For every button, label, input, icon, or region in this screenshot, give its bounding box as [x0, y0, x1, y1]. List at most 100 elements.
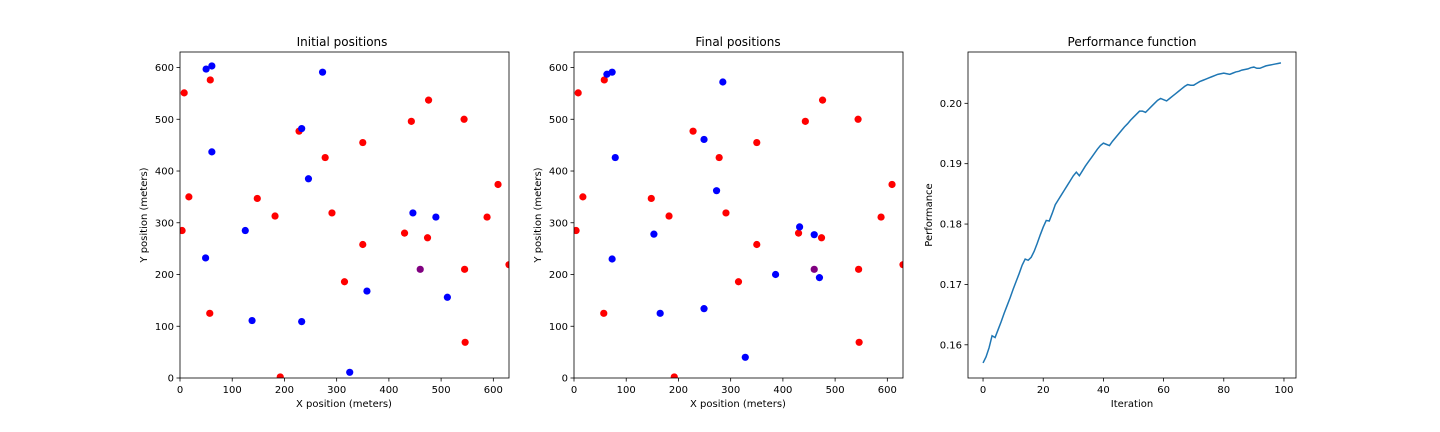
scatter-point-blue [363, 287, 371, 295]
x-tick-label: 100 [1274, 385, 1293, 396]
scatter-point-red [753, 240, 761, 249]
scatter-point-red [483, 213, 491, 221]
x-tick-label: 100 [617, 385, 636, 396]
scatter-point-red [670, 373, 678, 378]
scatter-point-blue [208, 148, 216, 156]
scatter-point-red [647, 194, 655, 203]
scatter-point-blue [202, 65, 210, 73]
plot-area: 0 20 40 60 80 100 0.16 0.17 0.18 0.19 0.20 [940, 51, 1297, 396]
scatter-point-red [185, 193, 193, 201]
scatter-point-red [359, 138, 367, 147]
scatter-point-blue [298, 124, 306, 133]
scatter-point-purple [416, 265, 424, 273]
scatter-point-red [689, 127, 697, 135]
scatter-point-red [888, 180, 896, 189]
panel-initial-positions: Initial positions X position (meters) Y … [139, 35, 510, 410]
x-tick-label: 500 [432, 385, 451, 396]
scatter-point-red [206, 309, 214, 317]
scatter-point-red [180, 89, 188, 97]
x-tick-label: 300 [721, 385, 740, 396]
scatter-point-red [574, 226, 580, 235]
scatter-point-red [665, 212, 673, 220]
scatter-point-red [722, 209, 730, 217]
y-tick-label: 0.19 [940, 159, 962, 170]
axes-frame [179, 51, 510, 379]
chart-title: Performance function [1068, 35, 1197, 49]
x-tick-label: 500 [826, 385, 845, 396]
y-tick-label: 0.17 [940, 280, 962, 291]
scatter-point-blue [298, 317, 306, 326]
scatter-point-red [460, 115, 468, 123]
x-tick-label: 200 [275, 385, 294, 396]
scatter-point-red [253, 194, 261, 203]
scatter-point-blue [409, 209, 417, 217]
scatter-point-red [877, 213, 885, 221]
scatter-point-red [855, 265, 863, 273]
x-tick-label: 0 [177, 385, 183, 396]
scatter-point-red [494, 180, 502, 189]
scatter-point-blue [656, 309, 664, 317]
x-tick-label: 400 [773, 385, 792, 396]
plot-area: 0 100 200 300 400 500 600 0 100 200 300 400 500 600 [549, 51, 904, 396]
scatter-point-blue [815, 274, 824, 282]
y-tick-label: 100 [549, 322, 568, 333]
scatter-point-blue [208, 62, 216, 70]
y-tick-label: 100 [155, 322, 174, 333]
performance-line [982, 62, 1282, 364]
scatter-point-red [753, 138, 761, 147]
scatter-point-blue [318, 68, 327, 76]
scatter-point-red [180, 226, 186, 235]
scatter-point-blue [304, 175, 313, 183]
x-tick-label: 100 [223, 385, 242, 396]
y-tick-label: 0.20 [940, 99, 962, 110]
scatter-point-red [600, 76, 608, 84]
y-tick-label: 500 [549, 115, 568, 126]
scatter-point-blue [712, 187, 721, 195]
y-tick-label: 500 [155, 115, 174, 126]
y-tick-label: 300 [549, 218, 568, 229]
scatter-point-red [407, 117, 415, 125]
scatter-point-blue [771, 270, 780, 279]
x-tick-label: 200 [669, 385, 688, 396]
scatter-point-red [600, 309, 608, 317]
scatter-point-red [818, 96, 827, 104]
scatter-point-red [794, 229, 803, 237]
axes-frame [967, 51, 1297, 379]
axes-frame [573, 51, 904, 379]
scatter-point-red [400, 229, 409, 237]
scatter-point-red [461, 265, 469, 273]
scatter-point-blue [796, 223, 804, 231]
plot-area: 0 100 200 300 400 500 600 0 100 200 300 400 500 600 [155, 51, 510, 396]
scatter-point-blue [611, 153, 619, 162]
panel-final-positions: Final positions X position (meters) Y po… [533, 35, 904, 410]
scatter-point-red [461, 338, 469, 346]
scatter-point-blue [608, 68, 616, 76]
scatter-point-red [359, 240, 367, 249]
scatter-point-red [321, 153, 329, 162]
chart-title: Final positions [695, 35, 780, 49]
scatter-point-blue [810, 231, 818, 239]
x-axis-label: X position (meters) [690, 399, 786, 410]
scatter-point-red [801, 117, 809, 125]
scatter-point-blue [650, 230, 658, 238]
x-tick-label: 40 [1097, 385, 1110, 396]
scatter-point-red [855, 338, 863, 346]
scatter-point-red [734, 278, 743, 286]
x-tick-label: 0 [980, 385, 986, 396]
scatter-point-blue [241, 226, 249, 235]
scatter-point-red [340, 278, 349, 286]
y-axis-label: Y position (meters) [533, 167, 544, 263]
scatter-point-red [574, 89, 582, 97]
y-tick-label: 0.18 [940, 220, 962, 231]
scatter-point-red [579, 193, 587, 201]
x-tick-label: 600 [878, 385, 897, 396]
x-tick-label: 80 [1217, 385, 1230, 396]
scatter-point-purple [810, 265, 818, 273]
y-axis-label: Y position (meters) [139, 167, 150, 263]
x-tick-label: 400 [379, 385, 398, 396]
x-axis-label: Iteration [1111, 399, 1153, 410]
scatter-point-red [505, 261, 509, 269]
scatter-point-blue [432, 213, 440, 221]
scatter-point-red [854, 115, 862, 123]
